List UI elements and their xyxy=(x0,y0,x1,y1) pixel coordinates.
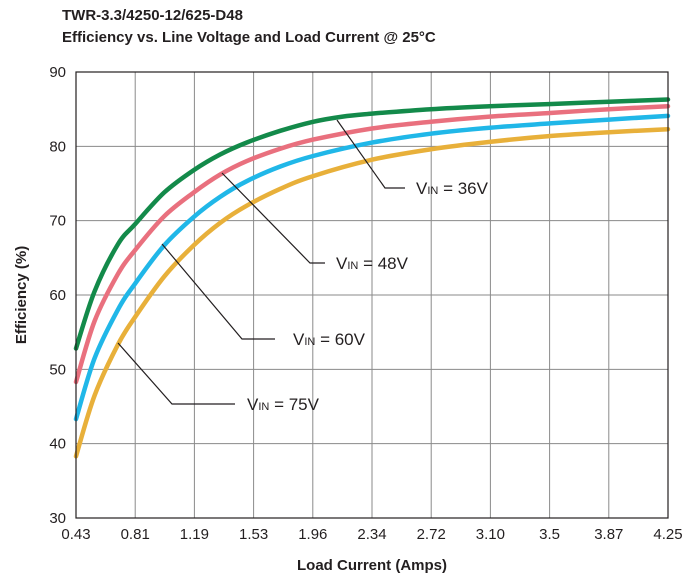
leader-line xyxy=(161,243,275,340)
series-label: VIN = 36V xyxy=(416,179,489,198)
y-tick-labels: 30 40 50 60 70 80 90 xyxy=(49,64,66,527)
grid xyxy=(76,72,668,518)
x-tick-labels: 0.43 0.81 1.19 1.53 1.96 2.34 2.72 3.10 3.5 3.87 4… xyxy=(61,526,682,543)
x-tick-label: 2.72 xyxy=(417,526,446,543)
x-tick-label: 1.96 xyxy=(298,526,327,543)
series-line xyxy=(73,97,671,351)
x-tick-label: 3.5 xyxy=(539,526,560,543)
series-annotations: VIN = 36V VIN = 48V VIN = 60V VIN = 75V xyxy=(247,179,489,414)
y-tick-label: 90 xyxy=(49,64,66,81)
x-tick-label: 0.43 xyxy=(61,526,90,543)
title-block: TWR-3.3/4250-12/625-D48 Efficiency vs. L… xyxy=(62,5,436,49)
y-tick-label: 80 xyxy=(49,138,66,155)
annotation-leaders xyxy=(117,119,405,405)
y-tick-label: 30 xyxy=(49,510,66,527)
chart-subtitle: Efficiency vs. Line Voltage and Load Cur… xyxy=(62,29,436,46)
series-line xyxy=(73,126,671,459)
series-label: VIN = 75V xyxy=(247,395,320,414)
x-tick-label: 1.53 xyxy=(239,526,268,543)
y-tick-label: 40 xyxy=(49,436,66,453)
x-tick-label: 1.19 xyxy=(180,526,209,543)
plot-frame xyxy=(75,71,669,519)
series-label: VIN = 48V xyxy=(336,254,409,273)
y-axis-label: Efficiency (%) xyxy=(13,246,30,344)
x-tick-label: 3.87 xyxy=(594,526,623,543)
y-tick-label: 70 xyxy=(49,213,66,230)
leader-line xyxy=(221,172,325,264)
x-tick-label: 2.34 xyxy=(357,526,386,543)
series-line xyxy=(73,113,671,422)
x-tick-label: 4.25 xyxy=(653,526,682,543)
y-tick-label: 50 xyxy=(49,361,66,378)
leader-line xyxy=(336,119,405,189)
series-lines xyxy=(73,97,671,459)
x-tick-label: 0.81 xyxy=(121,526,150,543)
x-tick-label: 3.10 xyxy=(476,526,505,543)
y-tick-label: 60 xyxy=(49,287,66,304)
series-label: VIN = 60V xyxy=(293,330,366,349)
series-line xyxy=(73,103,671,385)
x-axis-label: Load Current (Amps) xyxy=(297,557,447,574)
leader-line xyxy=(117,342,235,405)
chart-title: TWR-3.3/4250-12/625-D48 xyxy=(62,7,243,24)
